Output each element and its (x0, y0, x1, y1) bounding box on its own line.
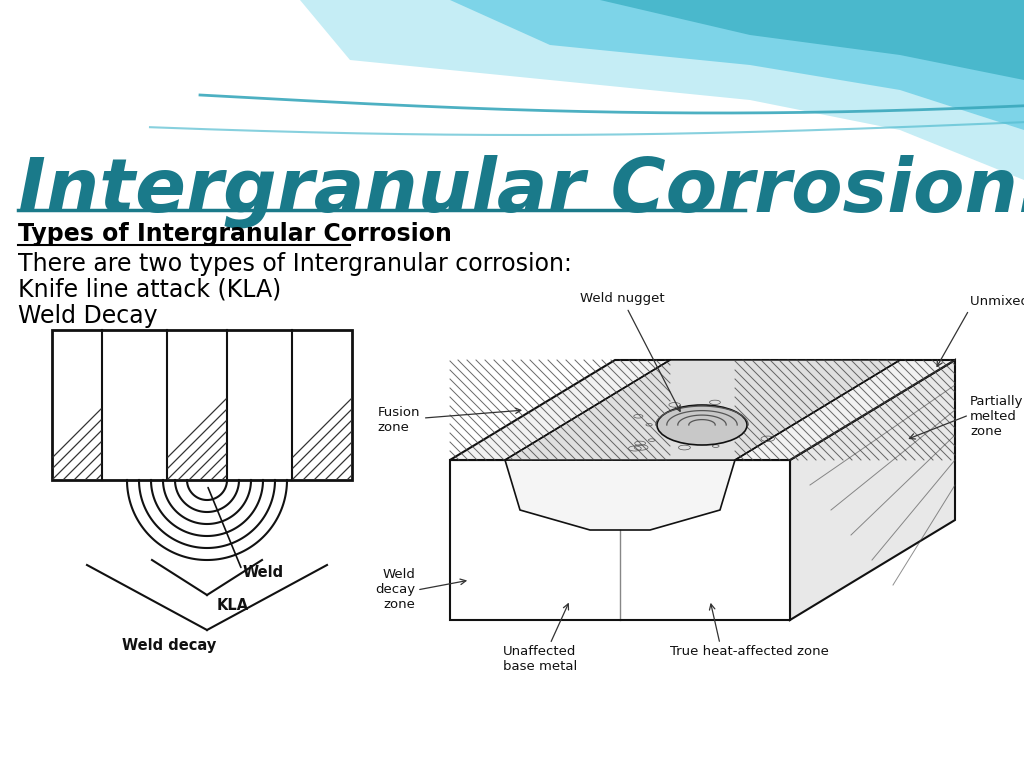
Text: True heat-affected zone: True heat-affected zone (670, 645, 828, 658)
Text: There are two types of Intergranular corrosion:: There are two types of Intergranular cor… (18, 252, 571, 276)
Text: Weld
decay
zone: Weld decay zone (375, 568, 415, 611)
Text: KLA: KLA (217, 598, 249, 613)
Text: Intergranular Corrosion:: Intergranular Corrosion: (18, 155, 1024, 229)
Polygon shape (505, 460, 735, 530)
Text: Partially
melted
zone: Partially melted zone (970, 395, 1024, 438)
Polygon shape (300, 0, 1024, 180)
Text: Weld Decay: Weld Decay (18, 304, 158, 328)
Text: Weld: Weld (243, 565, 284, 580)
Text: Unmixed zone: Unmixed zone (970, 295, 1024, 308)
Ellipse shape (657, 405, 746, 445)
Polygon shape (600, 0, 1024, 80)
Text: Unaffected
base metal: Unaffected base metal (503, 645, 578, 673)
Polygon shape (450, 460, 790, 620)
Text: Types of Intergranular Corrosion: Types of Intergranular Corrosion (18, 222, 452, 246)
Polygon shape (450, 0, 1024, 130)
Text: Knife line attack (KLA): Knife line attack (KLA) (18, 278, 282, 302)
Polygon shape (505, 360, 900, 460)
Text: Weld decay: Weld decay (122, 638, 216, 653)
Polygon shape (450, 360, 955, 460)
Text: Fusion
zone: Fusion zone (378, 406, 521, 434)
Polygon shape (790, 360, 955, 620)
Polygon shape (52, 330, 352, 480)
Text: Weld nugget: Weld nugget (580, 292, 680, 412)
